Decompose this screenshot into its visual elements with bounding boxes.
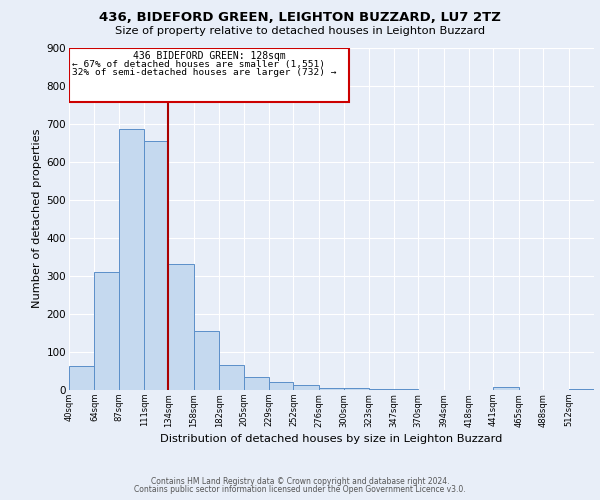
- Bar: [144, 140, 169, 390]
- Bar: [493, 387, 519, 390]
- Bar: [220, 366, 244, 390]
- Bar: [293, 386, 319, 390]
- Text: Size of property relative to detached houses in Leighton Buzzard: Size of property relative to detached ho…: [115, 26, 485, 36]
- Text: 436, BIDEFORD GREEN, LEIGHTON BUZZARD, LU7 2TZ: 436, BIDEFORD GREEN, LEIGHTON BUZZARD, L…: [99, 11, 501, 24]
- Text: Contains HM Land Registry data © Crown copyright and database right 2024.: Contains HM Land Registry data © Crown c…: [151, 477, 449, 486]
- Bar: [119, 130, 144, 390]
- Bar: [344, 388, 368, 390]
- Bar: [69, 366, 94, 390]
- Text: 32% of semi-detached houses are larger (732) →: 32% of semi-detached houses are larger (…: [72, 68, 337, 77]
- Bar: [69, 48, 349, 102]
- Bar: [169, 264, 194, 390]
- Bar: [194, 331, 220, 390]
- Bar: [569, 389, 594, 390]
- Text: 436 BIDEFORD GREEN: 128sqm: 436 BIDEFORD GREEN: 128sqm: [133, 50, 286, 60]
- Bar: [94, 272, 119, 390]
- Text: Contains public sector information licensed under the Open Government Licence v3: Contains public sector information licen…: [134, 485, 466, 494]
- X-axis label: Distribution of detached houses by size in Leighton Buzzard: Distribution of detached houses by size …: [160, 434, 503, 444]
- Bar: [368, 389, 394, 390]
- Bar: [394, 389, 418, 390]
- Bar: [269, 382, 293, 390]
- Text: ← 67% of detached houses are smaller (1,551): ← 67% of detached houses are smaller (1,…: [72, 60, 325, 68]
- Bar: [244, 376, 269, 390]
- Bar: [319, 388, 344, 390]
- Y-axis label: Number of detached properties: Number of detached properties: [32, 129, 43, 308]
